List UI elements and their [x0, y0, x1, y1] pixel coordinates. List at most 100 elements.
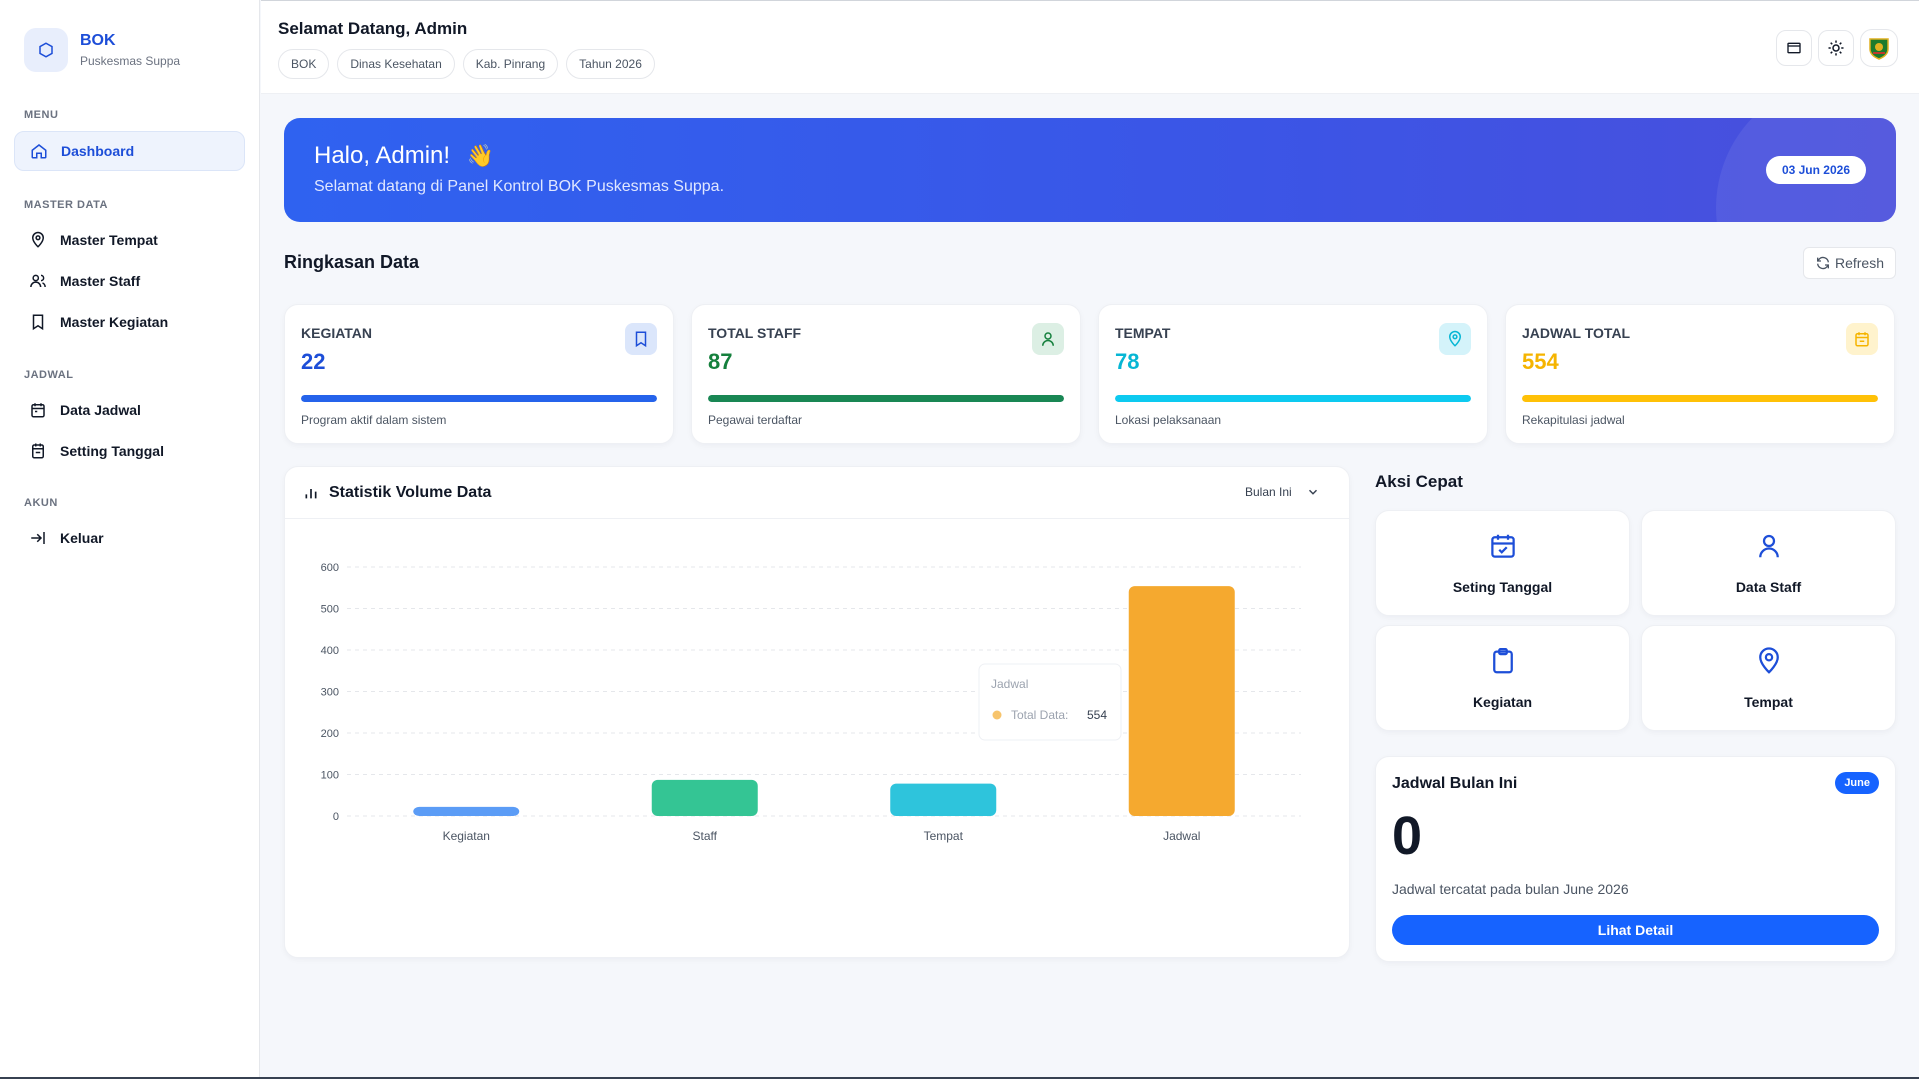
sidebar-item-master-tempat[interactable]: Master Tempat	[14, 220, 245, 260]
summary-title: Ringkasan Data	[284, 252, 420, 272]
section-label-jadwal: JADWAL	[24, 369, 74, 381]
calendar-icon	[28, 400, 48, 420]
month-badge: June	[1835, 772, 1879, 794]
stat-description: Program aktif dalam sistem	[301, 413, 447, 427]
monthly-count: 0	[1392, 806, 1423, 866]
theme-toggle-button[interactable]	[1818, 30, 1854, 66]
stat-progress-fill	[1522, 395, 1878, 402]
context-chips: BOK Dinas Kesehatan Kab. Pinrang Tahun 2…	[278, 49, 655, 79]
brand[interactable]: BOK Puskesmas Suppa	[24, 28, 180, 72]
quick-action-label: Data Staff	[1735, 579, 1802, 595]
map-pin-icon	[1758, 647, 1779, 674]
sidebar-item-label: Keluar	[60, 530, 104, 546]
clipboard-icon	[1492, 648, 1513, 674]
sun-icon	[1828, 40, 1844, 56]
view-detail-button[interactable]: Lihat Detail	[1392, 915, 1879, 945]
stat-value: 78	[1115, 349, 1140, 374]
user-icon	[1032, 323, 1064, 355]
banner-subtitle: Selamat datang di Panel Kontrol BOK Pusk…	[314, 178, 725, 195]
greeting-title: Selamat Datang, Admin	[278, 19, 468, 38]
sidebar-item-master-kegiatan[interactable]: Master Kegiatan	[14, 302, 245, 342]
sidebar-item-keluar[interactable]: Keluar	[14, 518, 245, 558]
users-icon	[28, 271, 48, 291]
y-tick-label: 100	[321, 770, 339, 782]
bookmark-icon	[28, 312, 48, 332]
tooltip-value: 554	[1087, 708, 1107, 722]
waving-hand-icon: 👋	[466, 143, 495, 168]
quick-action-kegiatan[interactable]: Kegiatan	[1375, 625, 1630, 731]
refresh-label: Refresh	[1834, 255, 1885, 271]
section-label-master: MASTER DATA	[24, 199, 108, 211]
sidebar-item-label: Dashboard	[61, 143, 135, 159]
y-tick-label: 0	[333, 811, 339, 823]
section-label-menu: MENU	[24, 109, 59, 121]
y-tick-label: 300	[321, 687, 339, 699]
refresh-button[interactable]: Refresh	[1803, 247, 1896, 279]
bar-chart: 0 100 200 300 400 500 600 Kegiatan Staff Tempat Ja…	[321, 562, 1301, 843]
avatar[interactable]	[1860, 29, 1898, 67]
map-pin-icon	[1439, 323, 1471, 355]
x-tick-label: Tempat	[924, 829, 964, 843]
logout-icon	[28, 528, 48, 548]
home-icon	[29, 141, 49, 161]
period-select-value: Bulan Ini	[1245, 485, 1292, 499]
stat-card-kegiatan: KEGIATAN 22 Program aktif dalam sistem	[284, 304, 674, 444]
y-tick-label: 200	[321, 728, 339, 740]
sidebar-item-data-jadwal[interactable]: Data Jadwal	[14, 390, 245, 430]
regency-emblem-icon	[1869, 38, 1889, 60]
quick-action-data-staff[interactable]: Data Staff	[1641, 510, 1896, 616]
tooltip-box	[978, 663, 1122, 741]
stat-value: 87	[708, 349, 733, 374]
chip-dinas: Dinas Kesehatan	[337, 49, 455, 79]
stat-progress-fill	[1115, 395, 1471, 402]
stat-progress-bar	[1522, 395, 1878, 402]
sidebar-item-setting-tanggal[interactable]: Setting Tanggal	[14, 431, 245, 471]
stat-label: JADWAL TOTAL	[1522, 325, 1631, 341]
quick-action-seting-tanggal[interactable]: Seting Tanggal	[1375, 510, 1630, 616]
chevron-down-icon	[1308, 489, 1317, 495]
stat-card-jadwal-total: JADWAL TOTAL 554 Rekapitulasi jadwal	[1505, 304, 1895, 444]
tooltip-series-dot	[992, 710, 1002, 720]
bar-jadwal[interactable]	[1128, 586, 1235, 816]
brand-title: BOK	[80, 32, 116, 49]
stat-progress-fill	[708, 395, 1064, 402]
sidebar-item-label: Master Staff	[60, 273, 141, 289]
hexagon-logo-icon	[24, 28, 68, 72]
fullscreen-button[interactable]	[1776, 30, 1812, 66]
quick-action-tempat[interactable]: Tempat	[1641, 625, 1896, 731]
sidebar: BOK Puskesmas Suppa MENU Dashboard MASTE…	[0, 0, 260, 1079]
quick-action-label: Tempat	[1744, 694, 1793, 710]
stat-label: KEGIATAN	[301, 325, 373, 341]
quick-actions-title: Aksi Cepat	[1375, 472, 1463, 491]
monthly-schedule-card: Jadwal Bulan Ini June 0 Jadwal tercatat …	[1375, 756, 1896, 962]
y-tick-label: 500	[321, 604, 339, 616]
window-icon	[1787, 42, 1801, 54]
x-tick-label: Jadwal	[1163, 829, 1200, 843]
calendar-icon	[1846, 323, 1878, 355]
user-icon	[1758, 534, 1779, 558]
bar-staff[interactable]	[651, 779, 758, 816]
stat-progress-bar	[301, 395, 657, 402]
bar-tempat[interactable]	[890, 783, 997, 816]
sidebar-item-dashboard[interactable]: Dashboard	[14, 131, 245, 171]
stat-description: Pegawai terdaftar	[708, 413, 803, 427]
y-tick-label: 400	[321, 645, 339, 657]
chart-header: Statistik Volume Data Bulan Ini	[285, 467, 1349, 519]
period-select[interactable]: Bulan Ini	[1245, 485, 1320, 499]
chart-card: Statistik Volume Data Bulan Ini 0 100 200 3…	[284, 466, 1350, 958]
stat-progress-fill	[301, 395, 657, 402]
chart-tooltip: Jadwal Total Data: 554	[978, 663, 1122, 741]
x-tick-label: Staff	[693, 829, 718, 843]
monthly-title: Jadwal Bulan Ini	[1392, 775, 1518, 792]
map-pin-icon	[28, 230, 48, 250]
quick-action-label: Seting Tanggal	[1452, 579, 1553, 595]
brand-subtitle: Puskesmas Suppa	[80, 54, 181, 68]
sidebar-item-master-staff[interactable]: Master Staff	[14, 261, 245, 301]
sidebar-item-label: Master Tempat	[60, 232, 158, 248]
bar-kegiatan[interactable]	[413, 806, 520, 816]
stat-progress-bar	[1115, 395, 1471, 402]
calendar-check-icon	[1490, 534, 1515, 558]
quick-action-label: Kegiatan	[1472, 694, 1533, 710]
stat-label: TOTAL STAFF	[708, 325, 802, 341]
stat-description: Lokasi pelaksanaan	[1115, 413, 1222, 427]
